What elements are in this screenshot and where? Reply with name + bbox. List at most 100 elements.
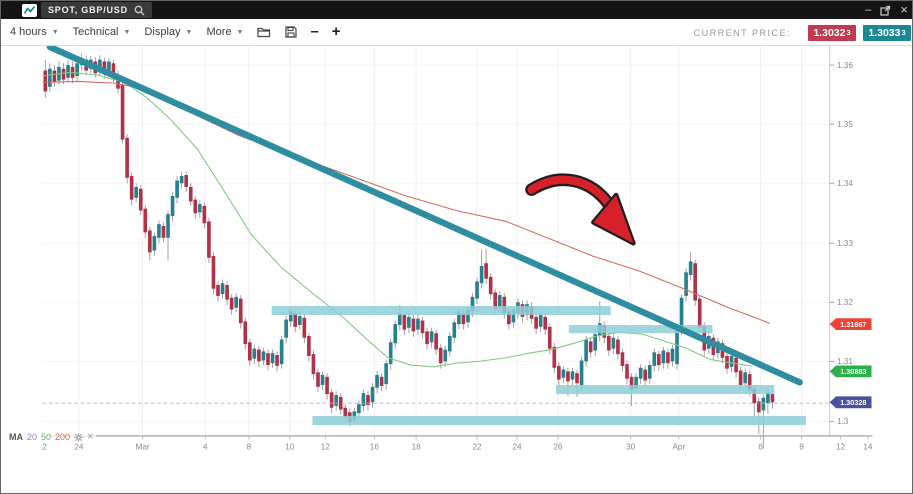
page-title: SPOT, GBP/USD — [48, 5, 128, 15]
technical-dropdown[interactable]: Technical ▼ — [73, 26, 131, 38]
candlestick — [111, 63, 116, 78]
candlestick — [561, 369, 566, 378]
candlestick — [661, 350, 666, 364]
folder-icon — [257, 27, 271, 38]
candlestick — [134, 186, 139, 198]
candlestick — [611, 337, 616, 349]
candlestick — [566, 371, 570, 382]
candlestick — [61, 68, 66, 80]
candlestick — [311, 354, 316, 375]
popout-button[interactable] — [880, 5, 891, 16]
candlestick — [752, 388, 757, 404]
indicator-settings-button[interactable] — [74, 432, 83, 442]
x-tick-label: 4 — [203, 443, 208, 452]
candlestick — [293, 313, 298, 327]
chevron-down-icon: ▼ — [185, 28, 193, 36]
ma-indicator-legend: MA 20 50 200 × — [7, 430, 96, 443]
chart-svg[interactable]: 1.361.351.341.331.321.311.32 24 Mar 4 8 10 12 1… — [1, 46, 913, 494]
candlestick — [634, 376, 638, 388]
candlestick — [366, 395, 370, 406]
candlestick — [193, 199, 198, 214]
y-tick-label: 1.33 — [837, 239, 853, 248]
x-tick-label: 8 — [247, 443, 252, 452]
price-tag — [829, 396, 872, 409]
more-dropdown[interactable]: More ▼ — [206, 26, 243, 38]
ma50-line — [42, 71, 752, 368]
candlestick — [216, 285, 220, 296]
zoom-out-button[interactable]: – — [310, 23, 319, 40]
candlestick — [102, 61, 107, 75]
support-resistance-zone[interactable] — [312, 415, 807, 426]
x-tick-label: 16 — [370, 443, 380, 452]
chart-line-glyph — [23, 5, 36, 14]
candlestick — [257, 349, 261, 362]
candlestick — [470, 296, 475, 312]
candlestick — [747, 374, 752, 391]
instrument-tab[interactable]: SPOT, GBP/USD — [41, 2, 152, 18]
bid-pip: 3 — [846, 28, 851, 37]
candlestick — [379, 376, 384, 386]
open-folder-button[interactable] — [257, 26, 271, 38]
x-tick-label: 24 — [512, 443, 522, 452]
x-tick-label: 10 — [285, 443, 295, 452]
candlestick — [238, 298, 243, 324]
candlestick — [297, 315, 302, 326]
candlestick — [234, 296, 238, 308]
candlestick — [507, 311, 511, 325]
arrow-head-icon[interactable] — [593, 195, 634, 244]
current-price-group: CURRENT PRICE: 1.3032 3 1.3033 3 — [694, 19, 911, 46]
candlestick — [688, 261, 693, 276]
display-label: Display — [144, 26, 181, 38]
candlestick — [325, 376, 329, 395]
candlestick — [120, 85, 125, 140]
support-resistance-zone[interactable] — [556, 385, 775, 395]
candlestick — [161, 225, 166, 238]
timeframe-dropdown[interactable]: 4 hours ▼ — [10, 26, 59, 38]
candlestick — [157, 224, 161, 238]
candlestick — [484, 263, 488, 279]
zoom-in-button[interactable]: + — [331, 23, 341, 40]
candlestick — [207, 221, 211, 258]
candlestick — [466, 309, 470, 323]
support-resistance-zone[interactable] — [271, 305, 611, 316]
display-dropdown[interactable]: Display ▼ — [144, 26, 192, 38]
candlestick — [770, 394, 775, 403]
x-tick-label: Apr — [672, 443, 685, 452]
support-resistance-zone[interactable] — [568, 325, 713, 334]
candlestick — [261, 351, 266, 361]
candlestick — [647, 365, 652, 379]
candlestick — [443, 349, 448, 362]
candlestick — [488, 276, 493, 295]
candlestick — [143, 208, 148, 233]
candlestick — [511, 309, 516, 323]
ma200-line — [42, 80, 770, 324]
candlestick — [411, 318, 416, 332]
minimize-button[interactable]: – — [865, 4, 872, 16]
candlestick — [338, 396, 343, 410]
candlestick — [307, 335, 311, 356]
save-button[interactable] — [285, 26, 298, 38]
arrow-tail[interactable] — [527, 175, 613, 209]
candlestick — [148, 230, 152, 253]
ma-period-50: 50 — [41, 432, 52, 442]
chevron-down-icon: ▼ — [51, 28, 59, 36]
candlestick — [425, 331, 429, 345]
close-button[interactable]: × — [900, 2, 908, 17]
chart-area[interactable]: 1.36 1.35 1.34 1.33 1.32 1.31 1.3 2 24 Mar 4 8 10 12 1… — [1, 46, 913, 494]
indicator-close-button[interactable]: × — [87, 430, 94, 443]
candlestick — [607, 335, 611, 351]
candlestick — [211, 255, 216, 289]
candlestick — [493, 292, 498, 309]
popout-icon — [880, 5, 891, 16]
y-tick-label: 1.36 — [837, 61, 853, 70]
timeframe-label: 4 hours — [10, 26, 47, 38]
ask-value: 1.3033 — [868, 26, 901, 39]
candlestick — [629, 376, 634, 390]
candlestick — [179, 175, 184, 184]
search-icon[interactable] — [134, 5, 145, 16]
x-tick-label: 18 — [412, 443, 422, 452]
candlestick — [616, 339, 620, 355]
trendline-annotation[interactable] — [46, 46, 803, 386]
candlestick — [52, 70, 57, 83]
